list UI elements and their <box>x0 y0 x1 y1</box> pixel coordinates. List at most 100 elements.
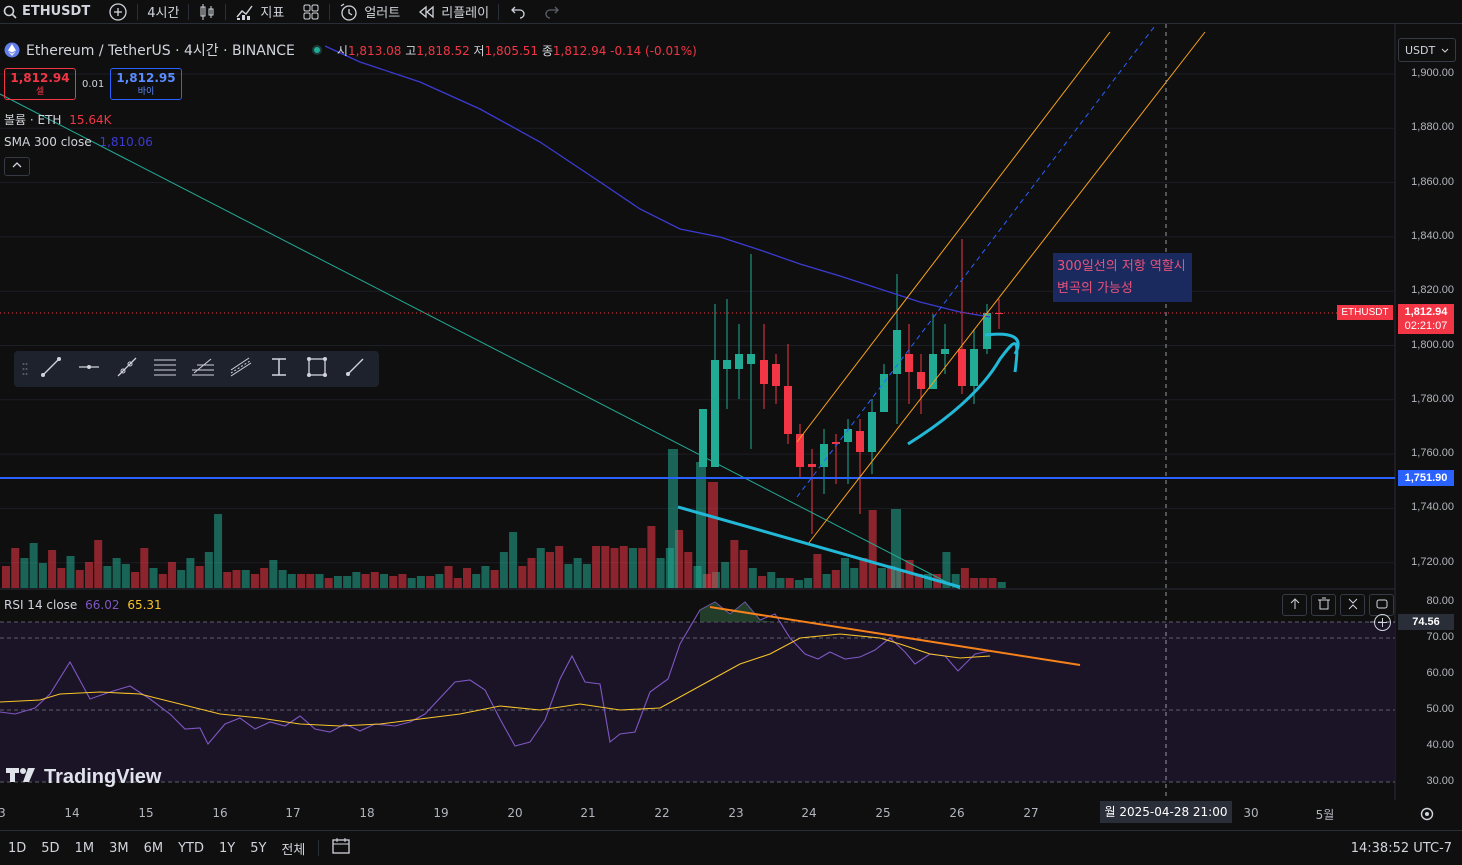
time-axis[interactable]: 3 14 15 16 17 18 19 20 21 22 23 24 25 26 27 30 5월 <box>0 800 1395 826</box>
alert-button[interactable]: 얼러트 <box>330 0 409 24</box>
collapse-legend-button[interactable] <box>4 157 30 176</box>
timezone-clock[interactable]: 14:38:52 UTC-7 <box>1350 841 1452 856</box>
low-label: 저 <box>473 43 485 58</box>
sell-label: 셀 <box>35 87 45 97</box>
volume-bar <box>463 568 471 588</box>
delete-pane-button[interactable] <box>1311 594 1336 616</box>
volume-bar <box>131 572 140 588</box>
price-tick: 1,860.00 <box>1411 175 1454 188</box>
range-button-3m[interactable]: 3M <box>109 840 129 856</box>
volume-bar <box>260 568 269 588</box>
fib-tool[interactable] <box>186 354 220 384</box>
rsi-label: RSI 14 close <box>4 598 78 612</box>
annotation-callout[interactable]: 300일선의 저항 역할시 변곡의 가능성 <box>1053 253 1192 302</box>
volume-bar <box>509 532 518 588</box>
volume-legend[interactable]: 볼륨 · ETH 15.64K <box>4 111 112 128</box>
rsi-band <box>0 622 1395 782</box>
time-tick: 27 <box>1023 806 1039 820</box>
chart-type-button[interactable] <box>189 0 225 24</box>
rectangle-icon <box>306 356 328 382</box>
interval-button[interactable]: 4시간 <box>138 0 188 24</box>
time-tick: 14 <box>64 806 80 820</box>
trend-line-tool[interactable] <box>34 354 68 384</box>
sma-legend[interactable]: SMA 300 close 1,810.06 <box>4 135 153 149</box>
channel-lower-line[interactable] <box>807 31 1206 545</box>
channel-upper-line[interactable] <box>796 31 1111 443</box>
layouts-button[interactable] <box>293 0 329 24</box>
settings-gear-icon[interactable] <box>1419 806 1435 826</box>
range-button-1m[interactable]: 1M <box>74 840 95 856</box>
time-tick: 16 <box>212 806 228 820</box>
range-button-ytd[interactable]: YTD <box>178 840 204 856</box>
time-tick: 21 <box>580 806 596 820</box>
redo-button[interactable] <box>535 0 571 24</box>
range-button-6m[interactable]: 6M <box>143 840 164 856</box>
rectangle-tool[interactable] <box>300 354 334 384</box>
currency-selector[interactable]: USDT <box>1398 38 1456 62</box>
volume-bar <box>794 580 803 588</box>
volume-bar <box>343 576 352 588</box>
volume-bar <box>702 574 711 588</box>
tradingview-logo[interactable]: TradingView <box>6 766 161 789</box>
range-button-1y[interactable]: 1Y <box>218 840 236 856</box>
candle-body <box>772 364 780 386</box>
range-button-5y[interactable]: 5Y <box>250 840 267 856</box>
rsi-legend[interactable]: RSI 14 close 66.02 65.31 <box>4 598 162 612</box>
volume-bar <box>29 543 38 588</box>
rsi-crosshair-value: 74.56 <box>1412 616 1440 628</box>
candle-body <box>983 313 991 349</box>
volume-bar <box>891 509 901 588</box>
ethereum-logo-icon <box>4 42 20 58</box>
rsi-trendline[interactable] <box>709 606 1081 666</box>
volume-bar <box>66 556 75 588</box>
range-button-1d[interactable]: 1D <box>8 840 27 856</box>
cyan-volume-line[interactable] <box>677 505 961 589</box>
collapse-pane-button[interactable] <box>1340 594 1365 616</box>
undo-button[interactable] <box>499 0 535 24</box>
volume-bar <box>721 562 730 588</box>
maximize-pane-button[interactable] <box>1369 594 1394 616</box>
chart-title[interactable]: Ethereum / TetherUS · 4시간 · BINANCE <box>26 43 295 59</box>
volume-bar <box>232 570 241 588</box>
volume-bar <box>668 449 678 588</box>
candle-body <box>917 372 925 389</box>
sma-label: SMA 300 close <box>4 135 92 149</box>
volume-bar <box>924 574 932 588</box>
low-value: 1,805.51 <box>484 43 539 58</box>
goto-date-button[interactable] <box>325 837 357 859</box>
price-tick: 1,740.00 <box>1411 501 1454 514</box>
channel-mid-line[interactable] <box>796 24 1170 498</box>
drag-handle-icon[interactable] <box>20 359 30 379</box>
volume-bar <box>167 562 176 588</box>
compare-button[interactable] <box>99 0 137 24</box>
add-plus-icon[interactable] <box>1374 614 1391 631</box>
text-tool[interactable] <box>262 354 296 384</box>
volume-bar <box>822 574 831 588</box>
symbol-search[interactable]: ETHUSDT <box>0 0 99 24</box>
pane-tools <box>1282 594 1394 616</box>
indicators-button[interactable]: 지표 <box>226 0 293 24</box>
cyan-arrow-drawing[interactable] <box>907 332 1020 446</box>
chart-canvas[interactable] <box>0 24 1462 830</box>
horizontal-line-tool[interactable] <box>72 354 106 384</box>
range-button-전체[interactable]: 전체 <box>281 842 306 858</box>
time-tick: 17 <box>285 806 301 820</box>
volume-bar <box>38 563 47 588</box>
replay-button[interactable]: 리플레이 <box>409 0 498 24</box>
volume-bar <box>748 568 757 588</box>
channel-tool[interactable] <box>224 354 258 384</box>
calendar-icon <box>331 838 351 859</box>
volume-bar <box>684 552 693 588</box>
volume-bar <box>960 568 969 588</box>
range-button-5d[interactable]: 5D <box>41 840 60 856</box>
candle-body <box>832 442 840 444</box>
volume-bar <box>389 576 398 588</box>
brush-tool[interactable] <box>338 354 372 384</box>
move-pane-up-button[interactable] <box>1282 594 1307 616</box>
divider <box>318 840 320 856</box>
parallel-lines-tool[interactable] <box>148 354 182 384</box>
ray-tool[interactable] <box>110 354 144 384</box>
text-cursor-icon <box>268 356 290 382</box>
sell-button[interactable]: 1,812.94 셀 <box>4 68 76 100</box>
buy-button[interactable]: 1,812.95 바이 <box>110 68 182 100</box>
